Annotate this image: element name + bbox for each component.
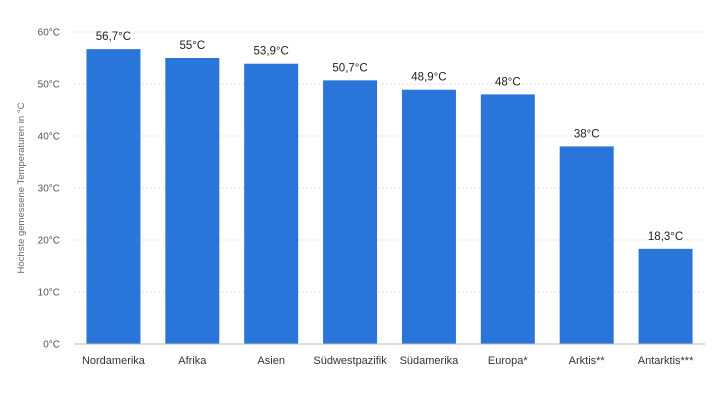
y-tick-label: 50°C bbox=[38, 80, 60, 91]
y-tick-label: 60°C bbox=[38, 28, 60, 39]
x-category-label: Arktis** bbox=[569, 355, 606, 367]
data-label: 48°C bbox=[495, 76, 521, 88]
data-label: 18,3°C bbox=[648, 231, 683, 243]
x-category-label: Südamerika bbox=[400, 355, 460, 367]
x-category-label: Asien bbox=[257, 355, 285, 367]
bar bbox=[401, 89, 456, 344]
bar bbox=[559, 146, 614, 344]
x-category-label: Nordamerika bbox=[82, 355, 146, 367]
x-category-label: Afrika bbox=[178, 355, 207, 367]
x-category-label: Antarktis*** bbox=[638, 355, 694, 367]
data-labels: 56,7°C 55°C 53,9°C 50,7°C 48,9°C 48°C 38°C 18,3… bbox=[96, 31, 683, 243]
data-label: 53,9°C bbox=[254, 46, 289, 58]
y-axis-label: Höchste gemessene Temperaturen in °C bbox=[16, 102, 27, 273]
y-axis-ticks: 0°C 10°C 20°C 30°C 40°C 50°C 60°C bbox=[38, 28, 60, 351]
x-category-label: Europa* bbox=[488, 355, 528, 367]
bar bbox=[244, 63, 299, 344]
bar bbox=[86, 49, 141, 344]
y-tick-label: 0°C bbox=[43, 340, 60, 351]
x-category-label: Südwestpazifik bbox=[313, 355, 387, 367]
bar bbox=[480, 94, 535, 345]
data-label: 48,9°C bbox=[411, 72, 446, 84]
data-label: 38°C bbox=[574, 128, 600, 140]
y-tick-label: 30°C bbox=[38, 184, 60, 195]
y-tick-label: 10°C bbox=[38, 288, 60, 299]
bar bbox=[165, 58, 220, 344]
y-tick-label: 20°C bbox=[38, 236, 60, 247]
bar bbox=[638, 248, 693, 344]
data-label: 55°C bbox=[179, 40, 205, 52]
y-tick-label: 40°C bbox=[38, 132, 60, 143]
data-label: 56,7°C bbox=[96, 31, 131, 43]
bar bbox=[323, 80, 378, 345]
x-axis-categories: Nordamerika Afrika Asien Südwestpazifik Süda… bbox=[82, 355, 694, 367]
data-label: 50,7°C bbox=[332, 62, 367, 74]
bars bbox=[86, 49, 693, 345]
